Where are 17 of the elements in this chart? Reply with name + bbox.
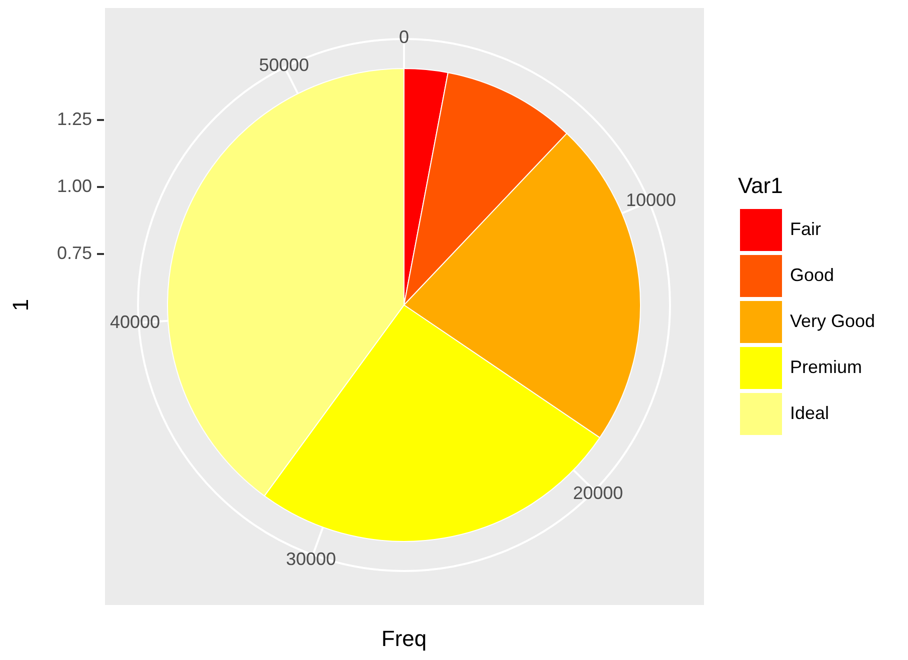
text: 1 <box>8 298 34 312</box>
legend-label: Fair <box>790 218 822 239</box>
text: 40000 <box>110 312 160 332</box>
text: 1.25 <box>56 108 92 129</box>
text: 30000 <box>286 548 336 569</box>
text: 0 <box>398 26 410 47</box>
legend-label: Very Good <box>790 310 876 331</box>
legend-label: Premium <box>790 356 862 377</box>
legend-title: Var1 <box>738 173 783 198</box>
text: 50000 <box>258 54 310 75</box>
text: 1.00 <box>56 176 92 196</box>
text: Freq <box>381 626 427 652</box>
legend-label: Ideal <box>790 402 830 423</box>
text: 20000 <box>572 482 624 503</box>
legend-label: Good <box>790 264 834 285</box>
text: 0.75 <box>56 242 92 263</box>
text: 10000 <box>626 190 676 210</box>
